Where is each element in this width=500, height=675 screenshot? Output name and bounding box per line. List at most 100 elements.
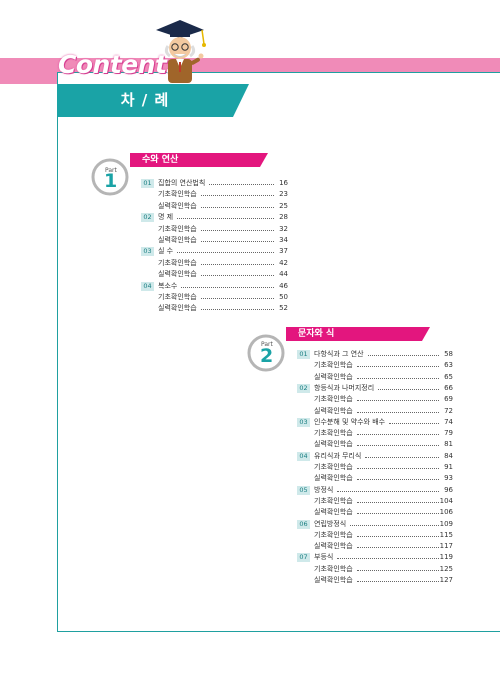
leader-dots: [181, 286, 274, 288]
toc-row[interactable]: 실력확인학습 25: [141, 201, 288, 212]
section-title: 실력확인학습: [314, 440, 353, 449]
chapter-title: 연립방정식: [314, 519, 347, 528]
page-number: 63: [444, 361, 453, 370]
toc-row[interactable]: 실력확인학습 127: [297, 575, 453, 586]
section-title: 기초확인학습: [314, 429, 353, 438]
chapter-title: 인수분해 및 약수와 배수: [314, 417, 386, 426]
chapter-number: 02: [141, 213, 154, 223]
toc-row[interactable]: 기초확인학습 63: [297, 360, 453, 371]
page-number: 96: [444, 485, 453, 494]
section-title: 실력확인학습: [314, 508, 353, 517]
leader-dots: [177, 218, 274, 220]
toc-row[interactable]: 03 인수분해 및 약수와 배수 74: [297, 417, 453, 428]
leader-dots: [201, 309, 274, 311]
part-2-tag: 문자와 식: [286, 327, 430, 341]
section-title: 기초확인학습: [158, 293, 197, 301]
page-number: 84: [444, 451, 453, 460]
leader-dots: [201, 275, 274, 277]
page-number: 69: [444, 395, 453, 404]
page-number: 44: [279, 270, 288, 279]
toc-row[interactable]: 기초확인학습 42: [141, 258, 288, 269]
leader-dots: [357, 411, 439, 413]
section-title: 실력확인학습: [158, 201, 197, 210]
contents-header: 차 / 례: [57, 84, 249, 117]
page-number: 72: [444, 406, 453, 415]
toc-row[interactable]: 실력확인학습 93: [297, 473, 453, 484]
leader-dots: [201, 298, 274, 299]
page-title: 차 / 례: [120, 91, 170, 109]
leader-dots: [357, 468, 439, 469]
page-number: 93: [444, 474, 453, 483]
part-2-title: 문자와 식: [298, 329, 335, 339]
chapter-title: 방정식: [314, 485, 334, 494]
section-title: 실력확인학습: [314, 474, 353, 483]
section-title: 기초확인학습: [314, 564, 353, 573]
toc-row[interactable]: 실력확인학습 44: [141, 269, 288, 280]
part-1-tag: 수와 연산: [130, 153, 268, 167]
section-title: 기초확인학습: [158, 190, 197, 199]
toc-row[interactable]: 02 명 제 28: [141, 212, 288, 223]
toc-row[interactable]: 실력확인학습 106: [297, 507, 453, 518]
toc-row[interactable]: 04 유리식과 무리식 84: [297, 451, 453, 462]
section-title: 실력확인학습: [314, 542, 353, 551]
toc-row[interactable]: 실력확인학습 34: [141, 235, 288, 246]
toc-row[interactable]: 05 방정식 96: [297, 485, 453, 496]
toc-row[interactable]: 기초확인학습 23: [141, 189, 288, 200]
toc-row[interactable]: 02 항등식과 나머지정리 66: [297, 383, 453, 394]
leader-dots: [201, 206, 274, 208]
leader-dots: [201, 263, 274, 265]
leader-dots: [357, 513, 439, 515]
toc-row[interactable]: 실력확인학습 72: [297, 406, 453, 417]
page-number: 115: [439, 530, 453, 539]
leader-dots: [357, 377, 439, 379]
section-title: 기초확인학습: [314, 395, 353, 404]
toc-row[interactable]: 기초확인학습 104: [297, 496, 453, 507]
toc-row[interactable]: 03 실 수 37: [141, 246, 288, 257]
toc-row[interactable]: 기초확인학습 32: [141, 224, 288, 235]
toc-row[interactable]: 실력확인학습 117: [297, 541, 453, 552]
toc-row[interactable]: 기초확인학습 115: [297, 530, 453, 541]
leader-dots: [201, 195, 274, 197]
page-number: 119: [439, 553, 453, 562]
toc-row[interactable]: 실력확인학습 52: [141, 303, 288, 314]
toc-row[interactable]: 06 연립방정식 109: [297, 519, 453, 530]
part-1-word: Part: [105, 167, 117, 174]
part-1-circle: [91, 158, 129, 196]
toc-row[interactable]: 01 집합의 연산법칙 16: [141, 178, 288, 189]
leader-dots: [368, 355, 439, 356]
toc-row[interactable]: 기초확인학습 91: [297, 462, 453, 473]
leader-dots: [350, 524, 439, 526]
part-2-word: Part: [261, 341, 273, 348]
toc-row[interactable]: 기초확인학습 69: [297, 394, 453, 405]
toc-row[interactable]: 실력확인학습 65: [297, 372, 453, 383]
page-number: 46: [279, 281, 288, 290]
section-title: 실력확인학습: [158, 270, 197, 279]
page-number: 16: [279, 179, 288, 187]
page-number: 127: [439, 576, 453, 584]
toc-row[interactable]: 기초확인학습 125: [297, 564, 453, 575]
chapter-title: 실 수: [158, 247, 174, 256]
toc-row[interactable]: 01 다항식과 그 연산 58: [297, 349, 453, 360]
toc-row[interactable]: 기초확인학습 79: [297, 428, 453, 439]
leader-dots: [378, 388, 439, 390]
toc-row[interactable]: 04 복소수 46: [141, 281, 288, 292]
chapter-number: 04: [297, 451, 310, 461]
chapter-number: 02: [297, 383, 310, 393]
page-number: 104: [439, 496, 453, 505]
chapter-number: 03: [297, 417, 310, 427]
toc-row[interactable]: 07 부등식 119: [297, 552, 453, 563]
leader-dots: [357, 445, 439, 447]
chapter-title: 명 제: [158, 213, 174, 222]
chapter-number: 03: [141, 247, 154, 257]
toc-row[interactable]: 실력확인학습 81: [297, 439, 453, 450]
chapter-number: 01: [297, 350, 310, 359]
chapter-title: 항등식과 나머지정리: [314, 383, 375, 392]
page-number: 32: [279, 224, 288, 233]
section-title: 기초확인학습: [158, 258, 197, 267]
leader-dots: [357, 535, 439, 537]
leader-dots: [357, 366, 439, 368]
leader-dots: [337, 558, 439, 560]
section-title: 실력확인학습: [314, 576, 353, 584]
toc-row[interactable]: 기초확인학습 50: [141, 292, 288, 303]
leader-dots: [357, 581, 439, 582]
